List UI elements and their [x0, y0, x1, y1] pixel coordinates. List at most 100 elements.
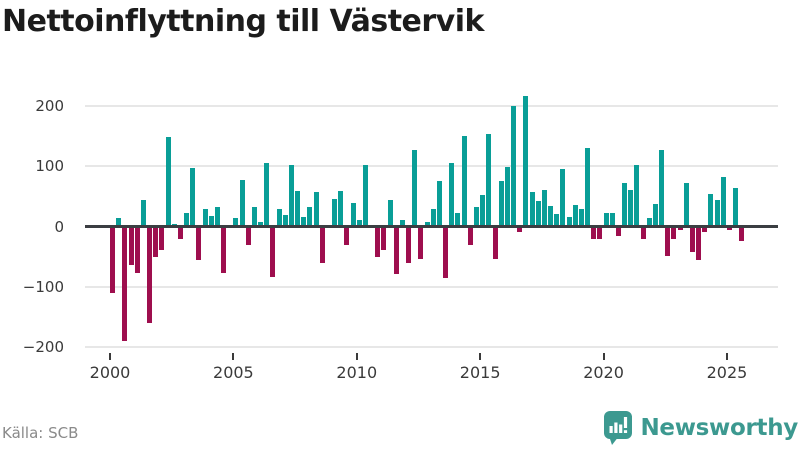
bar-2007Q1 — [282, 215, 288, 227]
bar-2017Q1 — [529, 192, 535, 227]
bar-2018Q1 — [554, 214, 560, 227]
bar-2019Q2 — [585, 148, 591, 227]
y-axis-label-200: 200 — [35, 97, 64, 116]
bar-2013Q4 — [449, 163, 455, 227]
bar-2022Q2 — [659, 150, 665, 227]
bar-2002Q1 — [159, 226, 165, 251]
bar-2009Q2 — [338, 190, 344, 227]
bar-2020Q2 — [609, 212, 615, 227]
bar-2013Q2 — [436, 181, 442, 227]
bar-2003Q3 — [196, 226, 202, 261]
bar-2006Q2 — [264, 163, 270, 227]
y-axis-label--100: −100 — [22, 278, 64, 296]
bar-2014Q4 — [474, 206, 479, 227]
bar-2012Q1 — [406, 226, 412, 263]
bar-2014Q3 — [467, 226, 473, 246]
bar-2000Q3 — [122, 226, 128, 342]
bar-2023Q3 — [689, 226, 695, 252]
bar-2018Q2 — [560, 169, 566, 227]
bar-2011Q4 — [399, 220, 405, 227]
bar-2004Q1 — [208, 215, 214, 227]
bar-2001Q2 — [140, 200, 146, 227]
bar-2001Q1 — [134, 226, 140, 273]
x-axis-label-2020: 2020 — [583, 363, 624, 382]
bar-2011Q3 — [393, 226, 399, 274]
x-axis-label-2025: 2025 — [706, 363, 748, 382]
bar-2023Q4 — [696, 226, 702, 260]
x-axis-tick-2025 — [725, 353, 728, 360]
bar-2023Q2 — [683, 183, 689, 227]
x-axis-tick-2020 — [602, 353, 605, 360]
bar-2021Q3 — [640, 226, 646, 239]
x-axis-tick-2010 — [355, 353, 358, 360]
bar-2012Q4 — [424, 221, 430, 227]
gridline-y-200 — [85, 105, 778, 108]
bar-2022Q4 — [671, 226, 677, 240]
y-axis-label--200: −200 — [22, 338, 64, 357]
bar-2021Q1 — [628, 189, 634, 227]
bar-2001Q4 — [153, 226, 159, 257]
x-axis-label-2010: 2010 — [336, 363, 378, 382]
bar-2000Q1 — [110, 226, 115, 294]
bar-2016Q2 — [511, 106, 517, 227]
bar-2020Q3 — [615, 226, 621, 236]
bar-2019Q4 — [597, 226, 603, 240]
bar-2010Q2 — [362, 165, 368, 227]
bar-2006Q4 — [276, 209, 282, 227]
bar-2009Q3 — [344, 226, 350, 246]
bar-2014Q2 — [461, 135, 467, 227]
bar-2005Q3 — [245, 226, 251, 246]
bar-2007Q3 — [295, 191, 301, 227]
bar-2020Q4 — [622, 182, 628, 227]
bar-2024Q2 — [708, 193, 714, 227]
x-axis-tick-2005 — [232, 353, 235, 360]
bar-2015Q4 — [498, 181, 504, 227]
x-axis-tick-2000 — [109, 353, 111, 360]
bar-2021Q2 — [634, 165, 640, 227]
bar-2016Q4 — [523, 95, 529, 227]
bar-2007Q4 — [301, 217, 307, 227]
bar-2021Q4 — [646, 218, 652, 227]
x-axis-label-2000: 2000 — [89, 363, 131, 382]
x-axis-label-2015: 2015 — [459, 363, 501, 382]
bar-2010Q4 — [375, 226, 381, 257]
bar-2012Q3 — [418, 226, 424, 259]
bar-2019Q3 — [591, 226, 597, 240]
bar-2015Q3 — [492, 226, 498, 259]
newsworthy-logo: Newsworthy — [603, 410, 798, 446]
zero-baseline — [85, 225, 778, 229]
bar-2018Q4 — [572, 204, 578, 227]
bar-2016Q1 — [504, 167, 510, 227]
chart-title: Nettoinflyttning till Västervik — [2, 4, 484, 39]
bar-2012Q2 — [412, 150, 418, 227]
bar-2006Q1 — [258, 222, 264, 227]
bar-2003Q4 — [202, 208, 208, 227]
bar-2011Q2 — [387, 200, 393, 227]
bar-2011Q1 — [381, 226, 387, 251]
bar-2009Q1 — [332, 198, 338, 227]
x-axis-tick-2015 — [479, 353, 482, 360]
bar-2003Q2 — [190, 168, 196, 227]
bar-2019Q1 — [578, 208, 584, 227]
bar-2017Q3 — [541, 189, 547, 227]
bar-2024Q3 — [714, 200, 720, 227]
bar-2013Q3 — [443, 226, 449, 278]
bar-2024Q4 — [720, 177, 726, 227]
bar-2004Q3 — [221, 226, 227, 274]
bar-2005Q2 — [239, 180, 245, 227]
bar-2014Q1 — [455, 213, 461, 227]
bar-2024Q1 — [702, 226, 708, 232]
bar-2005Q4 — [251, 206, 257, 227]
newsworthy-chart-bubble-icon — [603, 410, 633, 446]
bar-2018Q3 — [566, 217, 572, 227]
bar-2002Q4 — [177, 226, 183, 239]
bar-2025Q3 — [739, 226, 745, 242]
bar-2017Q4 — [548, 206, 554, 227]
bar-2013Q1 — [430, 208, 436, 227]
bar-2007Q2 — [288, 165, 294, 227]
bar-2005Q1 — [233, 218, 239, 227]
bar-2025Q2 — [733, 188, 739, 227]
bar-2025Q1 — [726, 226, 732, 230]
